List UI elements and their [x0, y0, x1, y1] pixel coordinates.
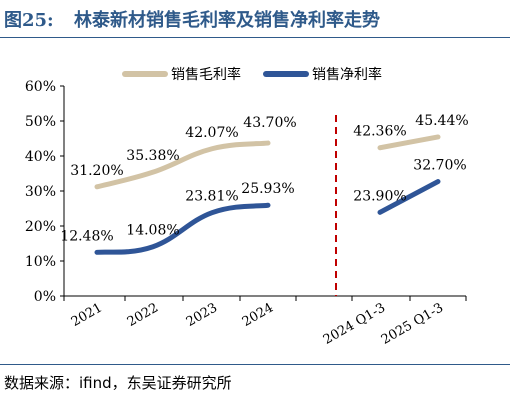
y-tick-label: 60%: [25, 79, 56, 95]
y-tick-label: 20%: [25, 219, 56, 235]
gross-margin-line-segment-2: [377, 134, 441, 151]
figure-number: 图25:: [4, 10, 54, 31]
title-rule: [0, 37, 510, 38]
gross-margin-data-label: 43.70%: [243, 115, 296, 131]
y-tick-label: 50%: [25, 114, 56, 130]
y-tick-label: 30%: [25, 184, 56, 200]
x-tick-label: 2024 Q1-3: [321, 300, 388, 347]
net-margin-data-label: 12.48%: [60, 228, 113, 244]
legend-label-net-margin: 销售净利率: [312, 66, 382, 83]
net-margin-line-segment-1: [94, 202, 271, 255]
gross-margin-line-segment-1: [94, 140, 271, 190]
x-tick-label: 2024: [240, 300, 276, 330]
x-tick-label: 2025 Q1-3: [379, 300, 446, 347]
x-tick-label: 2021: [69, 300, 105, 330]
chart-area: 0% 10% 20% 30% 40% 50% 60% 2021 2022 2023 2024 2024…: [25, 66, 469, 348]
y-tick-label: 0%: [34, 289, 56, 305]
net-margin-data-label: 25.93%: [241, 181, 294, 197]
net-margin-data-label: 32.70%: [413, 158, 466, 174]
legend-label-gross-margin: 销售毛利率: [171, 66, 241, 83]
x-tick-label: 2022: [125, 300, 161, 330]
net-margin-data-label: 23.90%: [353, 188, 406, 204]
gross-margin-data-label: 45.44%: [415, 113, 468, 129]
x-tick-label: 2023: [184, 300, 220, 330]
gross-margin-data-label: 31.20%: [70, 163, 123, 179]
gross-margin-data-label: 42.07%: [185, 125, 238, 141]
series-lines: [94, 134, 441, 255]
chart-title: 林泰新材销售毛利率及销售净利率走势: [74, 10, 380, 31]
y-tick-label: 40%: [25, 149, 56, 165]
source-note: 数据来源：ifind，东吴证券研究所: [4, 374, 232, 392]
figure-header: 图25: 林泰新材销售毛利率及销售净利率走势: [0, 0, 510, 42]
y-tick-label: 10%: [25, 254, 56, 270]
gross-margin-data-label: 42.36%: [353, 124, 406, 140]
net-margin-data-label: 23.81%: [185, 189, 238, 205]
legend: 销售毛利率 销售净利率: [122, 66, 382, 83]
net-margin-data-label: 14.08%: [126, 223, 179, 239]
bottom-rule: [0, 364, 510, 365]
net-margin-line-segment-2: [377, 179, 441, 215]
data-labels: 31.20%35.38% 42.07% 43.70% 42.36% 45.44% 12.4…: [60, 113, 468, 244]
gross-margin-data-label: 35.38%: [126, 148, 179, 164]
